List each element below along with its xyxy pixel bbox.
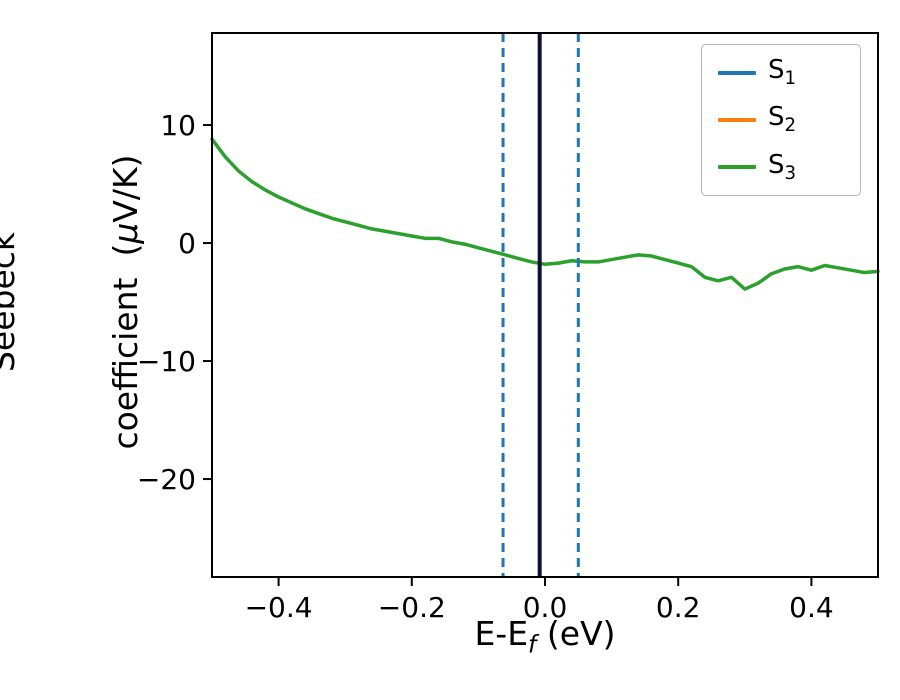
legend-line-s2 [718,118,756,123]
legend-label-s1: S1 [768,55,797,90]
mu-symbol: μ [106,222,146,244]
legend-item-s1: S1 [718,57,844,88]
svg-text:0: 0 [178,227,196,260]
svg-text:−0.4: −0.4 [245,591,313,624]
svg-text:0.2: 0.2 [656,591,701,624]
legend-label-s3: S3 [768,149,797,184]
legend-item-s2: S2 [718,104,844,135]
y-axis-label: Seebeck coefficient (μV/K) [0,154,229,449]
svg-text:−20: −20 [137,463,196,496]
x-axis-label-subscript: f [528,630,537,659]
y-axis-label-line1: Seebeck [0,231,22,373]
svg-text:−10: −10 [137,345,196,378]
svg-text:0.4: 0.4 [789,591,834,624]
legend-item-s3: S3 [718,152,844,183]
y-axis-label-line2: coefficient (μV/K) [106,154,146,450]
legend-line-s3 [718,165,756,170]
svg-text:0.0: 0.0 [523,591,568,624]
svg-text:10: 10 [160,109,196,142]
x-axis-label: E-Ef (eV) [474,614,616,659]
legend-label-s2: S2 [768,102,797,137]
svg-text:−0.2: −0.2 [378,591,446,624]
legend: S1 S2 S3 [701,44,861,197]
legend-line-s1 [718,70,756,75]
